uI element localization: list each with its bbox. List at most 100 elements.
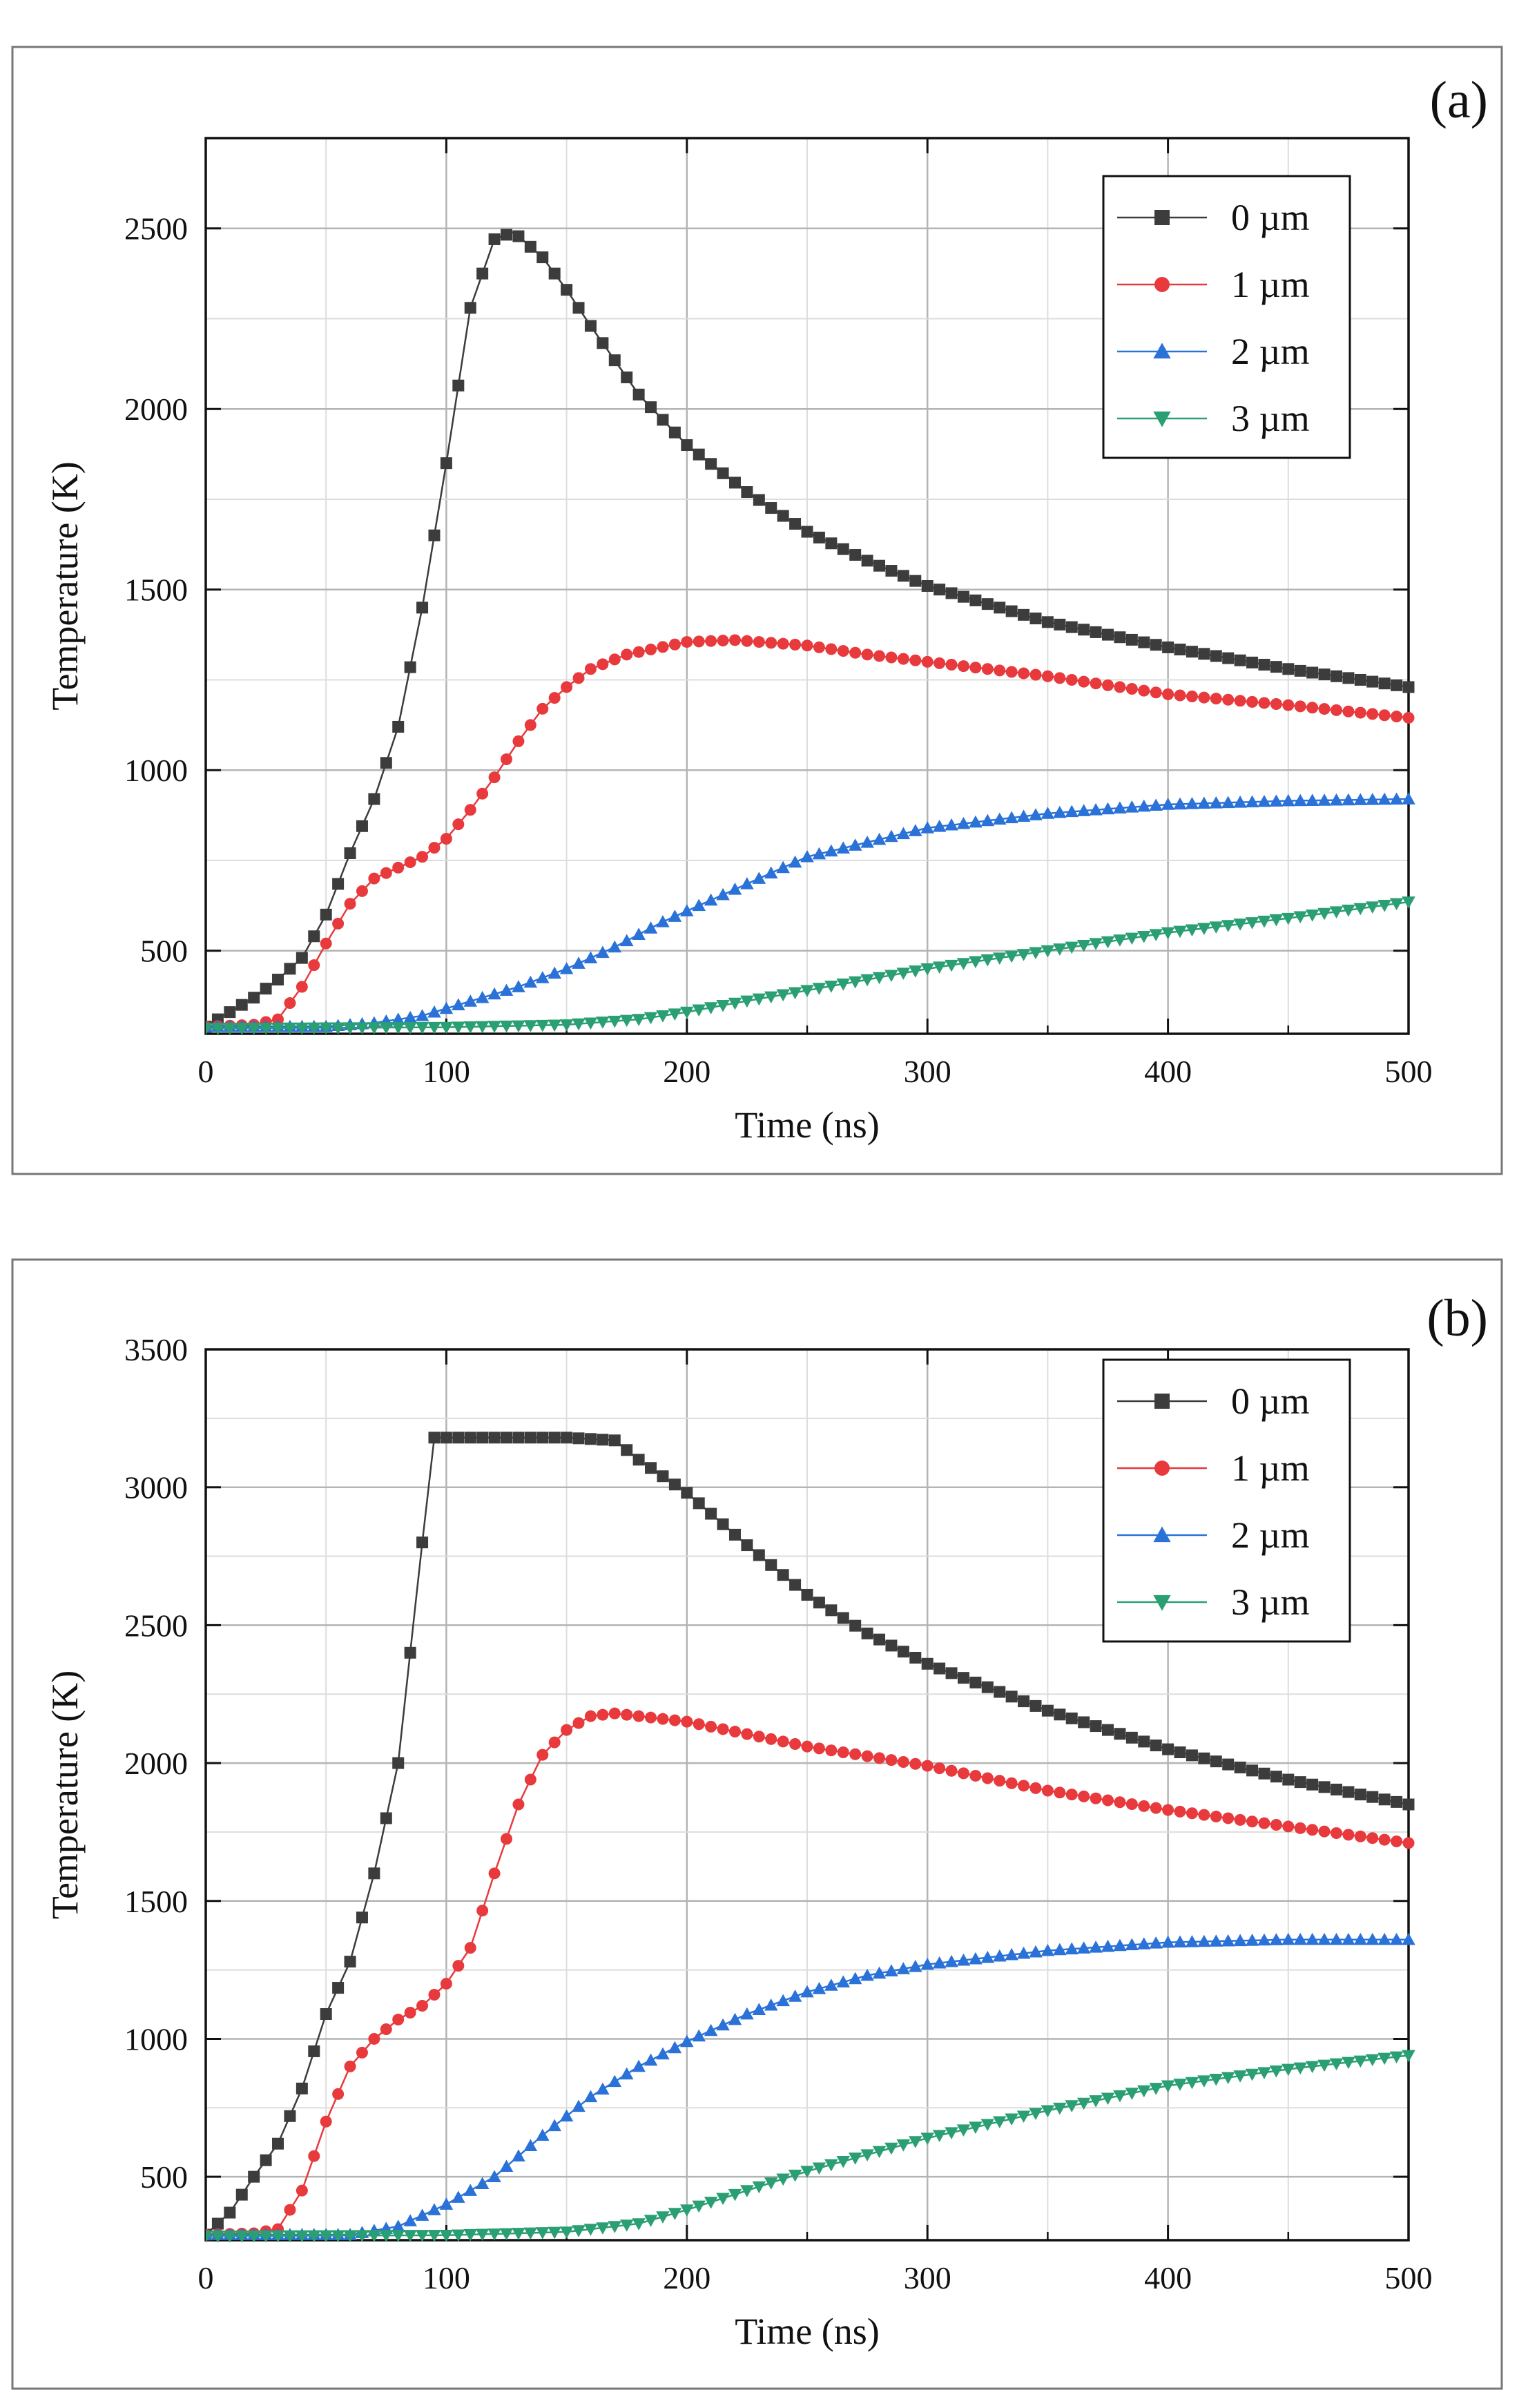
- data-point: [1054, 672, 1066, 684]
- data-point: [1222, 652, 1235, 664]
- legend-marker: [1153, 1526, 1171, 1543]
- data-point: [415, 1009, 429, 1021]
- data-point: [487, 987, 501, 1000]
- data-point: [1005, 811, 1018, 824]
- data-point: [1258, 1767, 1270, 1780]
- data-point: [992, 2116, 1007, 2129]
- data-point: [1076, 804, 1091, 816]
- data-point: [211, 2217, 224, 2230]
- data-point: [1365, 2054, 1380, 2067]
- data-point: [1330, 670, 1342, 682]
- data-point: [884, 2142, 898, 2155]
- data-point: [1137, 799, 1151, 812]
- data-point: [1065, 941, 1079, 954]
- y-tick-label: 500: [140, 2159, 188, 2195]
- data-point: [1065, 621, 1078, 633]
- data-point: [1125, 932, 1139, 945]
- data-point: [1029, 947, 1043, 960]
- data-point: [873, 1752, 886, 1764]
- data-point: [1005, 1691, 1018, 1703]
- data-point: [921, 1657, 934, 1670]
- data-point: [368, 793, 380, 805]
- data-point: [1198, 1752, 1210, 1764]
- data-point: [621, 371, 633, 383]
- data-point: [1233, 2070, 1247, 2083]
- data-point: [1076, 1941, 1091, 1954]
- data-point: [608, 940, 622, 953]
- data-point: [356, 1911, 368, 1924]
- data-point: [584, 663, 597, 675]
- data-point: [668, 909, 682, 922]
- data-point: [764, 866, 778, 879]
- data-point: [776, 860, 790, 874]
- data-point: [632, 646, 645, 658]
- data-point: [860, 2149, 874, 2161]
- data-point: [1389, 1932, 1404, 1945]
- data-point: [1125, 1938, 1139, 1951]
- data-point: [1294, 1822, 1306, 1834]
- data-point: [1329, 2058, 1344, 2071]
- data-point: [1209, 1934, 1224, 1947]
- data-point: [716, 887, 730, 900]
- data-point: [320, 2115, 332, 2128]
- data-point: [681, 439, 693, 452]
- data-point: [1029, 2108, 1043, 2121]
- data-point: [1029, 613, 1042, 625]
- data-point: [644, 2215, 658, 2227]
- x-tick-label: 0: [198, 1054, 214, 1089]
- data-point: [1353, 1932, 1368, 1945]
- data-point: [572, 1018, 586, 1031]
- y-tick-label: 2500: [124, 211, 188, 247]
- data-point: [440, 833, 452, 845]
- data-point: [1029, 1945, 1043, 1958]
- data-point: [741, 635, 753, 647]
- data-point: [1138, 636, 1150, 648]
- data-point: [356, 885, 368, 897]
- data-point: [920, 1957, 934, 1970]
- data-point: [535, 2128, 550, 2141]
- data-point: [621, 1708, 633, 1721]
- data-point: [656, 1010, 670, 1023]
- data-point: [765, 502, 777, 514]
- data-point: [427, 1005, 441, 1018]
- data-point: [789, 518, 802, 530]
- legend-label: 2 µm: [1231, 331, 1310, 372]
- data-point: [488, 771, 501, 784]
- data-point: [439, 1021, 454, 1034]
- data-point: [728, 634, 741, 646]
- legend-marker: [1154, 1394, 1170, 1409]
- data-point: [512, 1020, 525, 1033]
- data-point: [668, 2041, 682, 2054]
- data-point: [897, 570, 909, 582]
- data-point: [1317, 793, 1331, 806]
- data-point: [1389, 898, 1404, 911]
- data-point: [1282, 1820, 1295, 1833]
- data-point: [428, 1432, 441, 1444]
- data-point: [248, 2170, 260, 2183]
- data-point: [597, 658, 609, 671]
- data-point: [668, 1478, 681, 1491]
- data-point: [1150, 639, 1162, 651]
- data-point: [632, 1454, 645, 1466]
- data-point: [1161, 2080, 1175, 2093]
- x-tick-label: 200: [663, 2260, 710, 2295]
- data-point: [404, 2007, 416, 2019]
- data-point: [619, 934, 634, 947]
- data-point: [1198, 691, 1210, 704]
- data-point: [464, 804, 476, 816]
- data-point: [801, 1740, 813, 1753]
- data-point: [1114, 681, 1126, 693]
- data-point: [632, 388, 645, 401]
- chart-a-svg: 0 100 200 300 400 500 500 1000 1500 2000 2500 Time …: [11, 46, 1503, 1175]
- data-point: [1222, 1758, 1235, 1771]
- data-point: [740, 995, 754, 1008]
- data-point: [1065, 2100, 1079, 2112]
- data-point: [512, 1798, 525, 1811]
- data-point: [884, 829, 898, 842]
- data-point: [368, 872, 380, 885]
- data-point: [307, 1022, 321, 1035]
- data-point: [1342, 1829, 1355, 1841]
- data-point: [403, 2214, 417, 2226]
- data-point: [800, 849, 814, 863]
- data-point: [848, 976, 862, 989]
